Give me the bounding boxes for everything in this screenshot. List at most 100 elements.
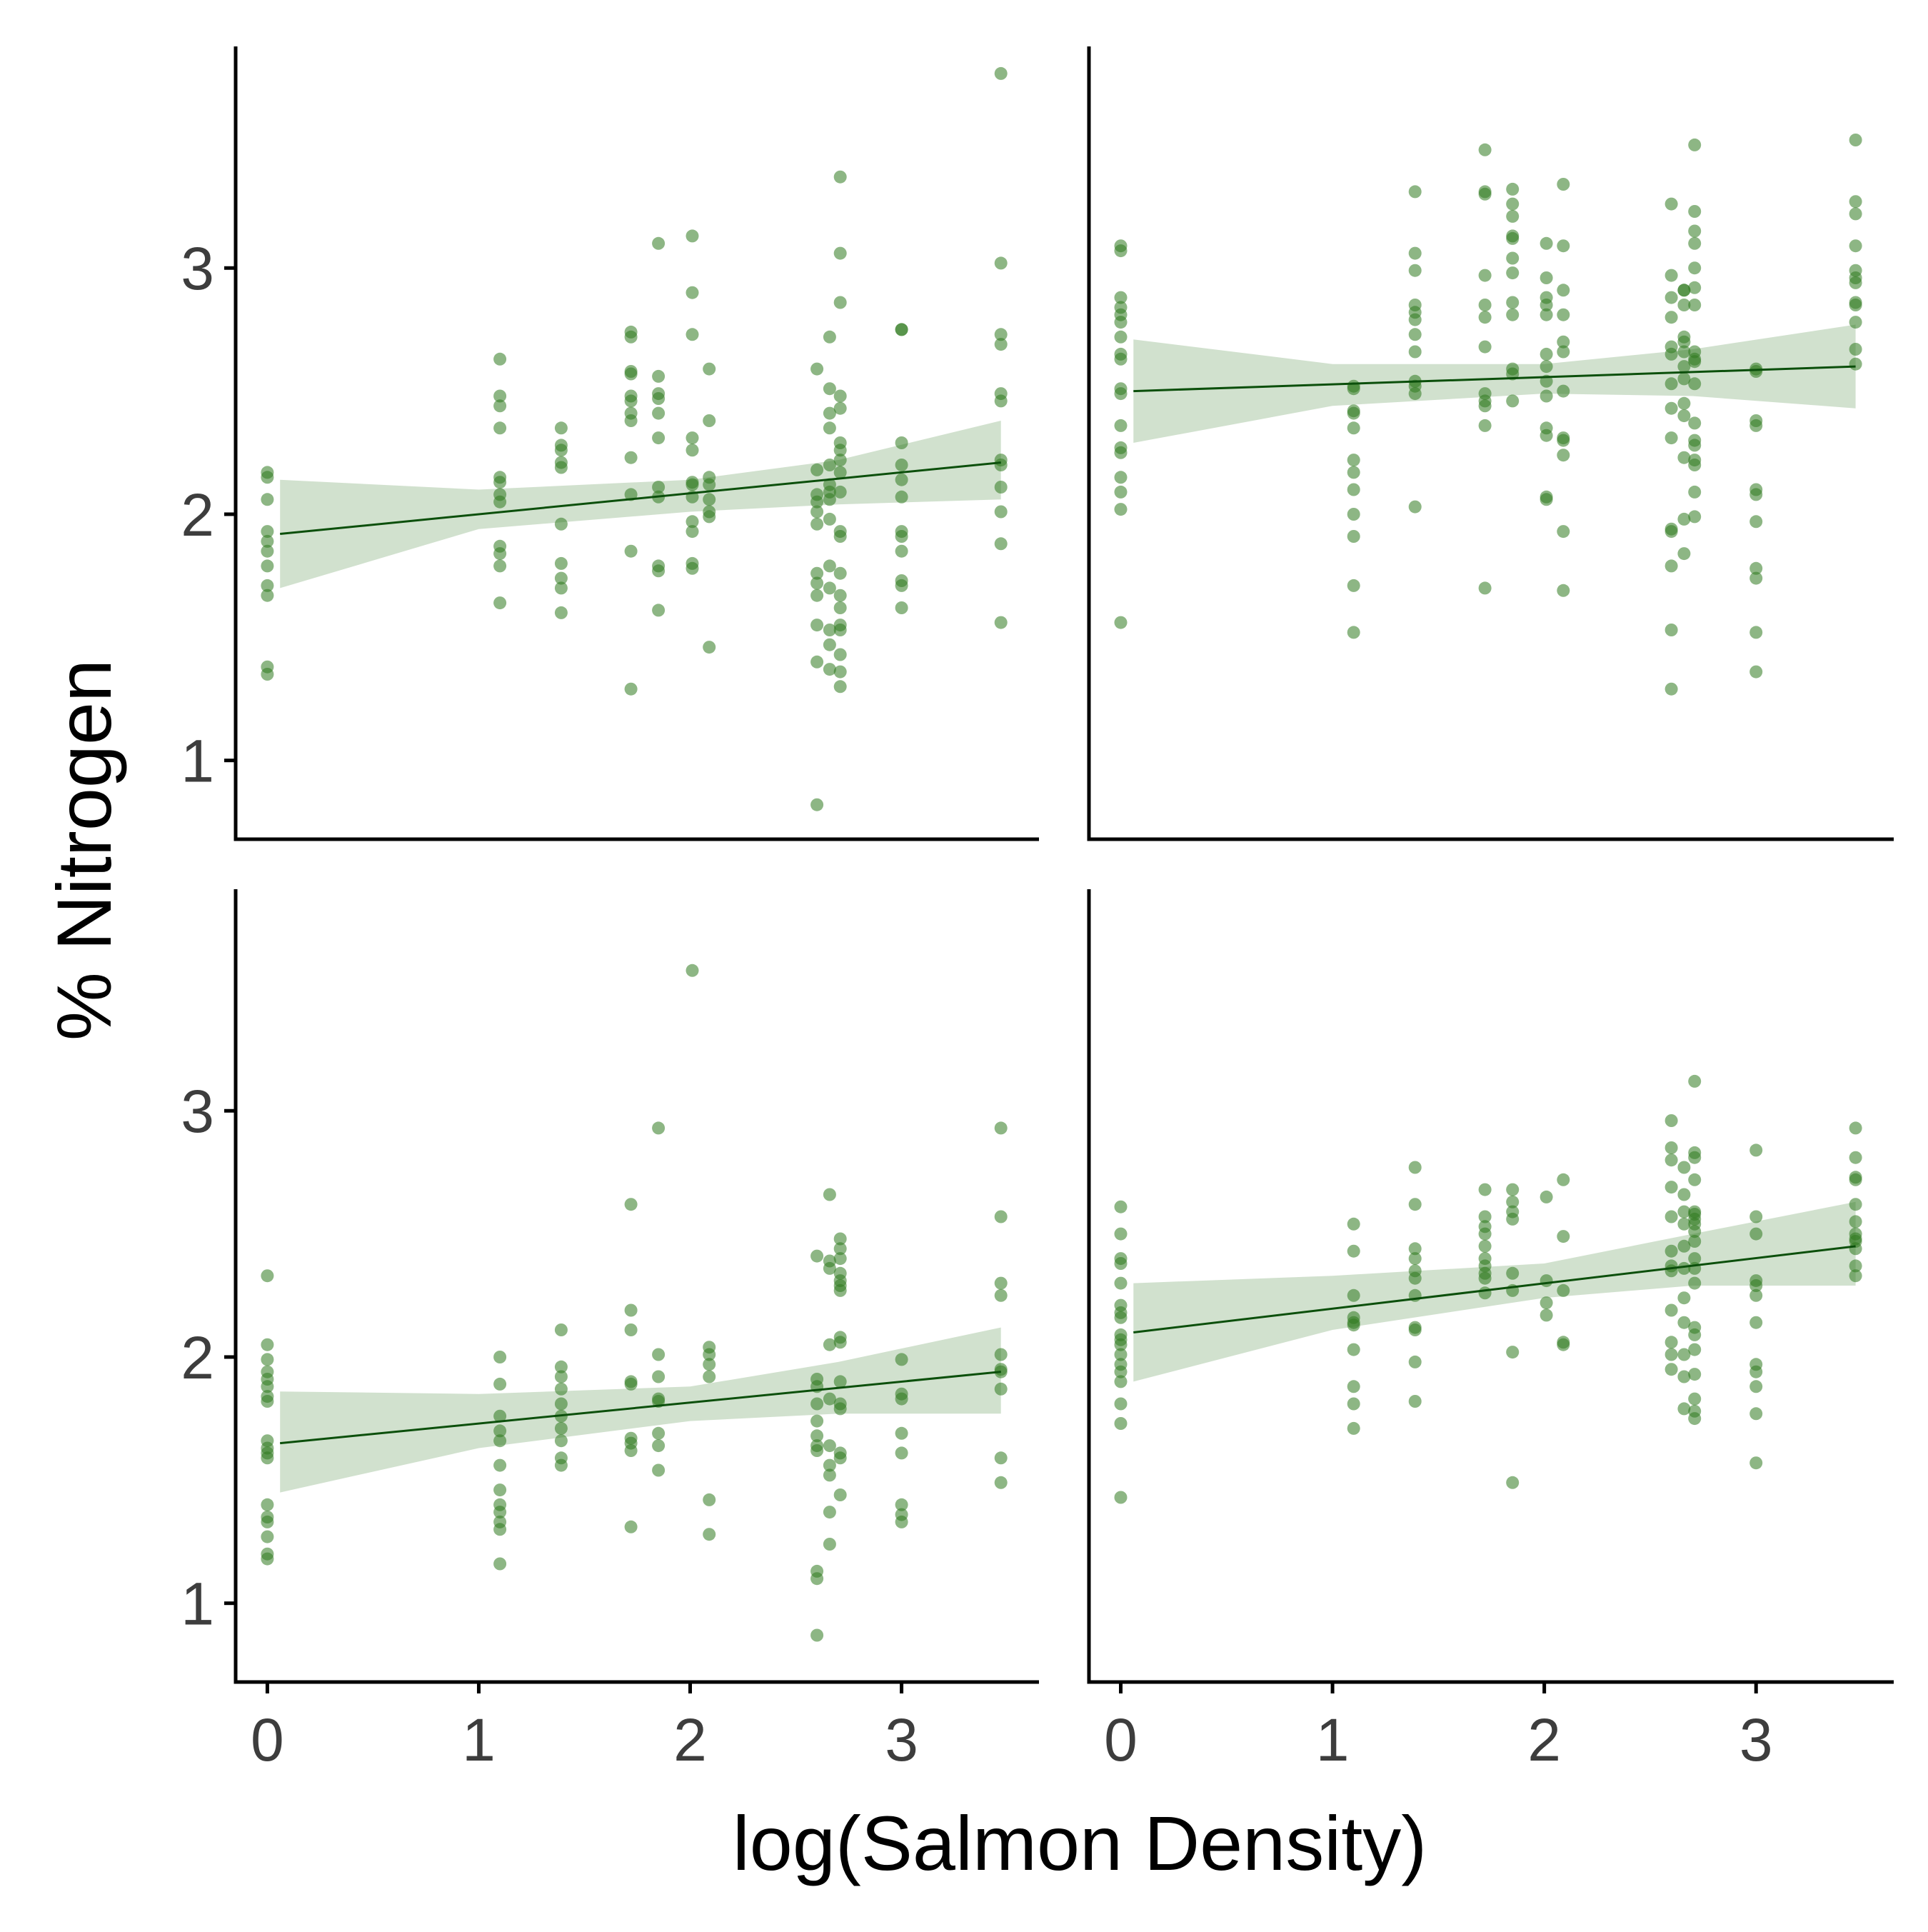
- data-point: [1557, 308, 1570, 321]
- data-point: [261, 1515, 274, 1528]
- data-point: [1540, 236, 1553, 250]
- data-point: [1849, 1151, 1862, 1164]
- data-point: [823, 421, 836, 435]
- data-point: [1506, 182, 1520, 196]
- data-point: [493, 352, 507, 366]
- data-point: [1749, 1227, 1763, 1241]
- data-point: [652, 604, 666, 617]
- data-point: [261, 525, 274, 539]
- data-point: [652, 1370, 666, 1383]
- data-point: [1506, 394, 1520, 408]
- data-point: [1849, 1259, 1862, 1273]
- data-point: [1347, 1397, 1360, 1411]
- data-point: [1749, 365, 1763, 378]
- data-point: [1114, 616, 1128, 629]
- data-point: [1665, 1244, 1678, 1258]
- data-point: [1114, 1417, 1128, 1430]
- data-point: [1540, 1190, 1553, 1203]
- data-point: [261, 1451, 274, 1465]
- data-point: [810, 1572, 824, 1586]
- data-point: [1688, 236, 1702, 250]
- data-point: [823, 459, 836, 471]
- data-point: [1665, 525, 1678, 539]
- data-point: [1688, 355, 1702, 369]
- data-point: [895, 490, 908, 504]
- data-point: [810, 619, 824, 632]
- data-point: [1688, 1392, 1702, 1406]
- data-point: [1347, 1244, 1360, 1258]
- facet-panel-4: 0 1 2 3: [1087, 889, 1894, 1773]
- data-point: [1665, 1153, 1678, 1167]
- data-point: [810, 576, 824, 590]
- data-point: [1749, 1279, 1763, 1292]
- data-point: [1114, 330, 1128, 344]
- data-point: [810, 1628, 824, 1642]
- data-point: [1849, 1198, 1862, 1211]
- data-point: [1677, 1205, 1691, 1218]
- data-point: [1849, 299, 1862, 311]
- data-point: [1347, 530, 1360, 543]
- facet-panel-1: 1 2 3: [181, 46, 1039, 841]
- data-point: [261, 1552, 274, 1566]
- data-point: [703, 1493, 716, 1506]
- data-point: [833, 1252, 847, 1266]
- data-point: [1688, 1235, 1702, 1248]
- data-point: [261, 1338, 274, 1351]
- data-point: [833, 170, 847, 184]
- data-point: [895, 1426, 908, 1440]
- data-point: [1557, 335, 1570, 349]
- data-point: [686, 444, 699, 457]
- data-point: [1478, 399, 1492, 413]
- data-point: [1677, 1402, 1691, 1416]
- data-point: [833, 1451, 847, 1465]
- data-point: [554, 517, 568, 531]
- data-point: [1506, 266, 1520, 280]
- data-point: [994, 1348, 1008, 1361]
- data-point: [1665, 1303, 1678, 1317]
- data-point: [261, 589, 274, 602]
- data-point: [1114, 1365, 1128, 1378]
- data-point: [1677, 1217, 1691, 1231]
- data-point: [823, 1538, 836, 1551]
- data-point: [1688, 1173, 1702, 1186]
- data-point: [1114, 446, 1128, 459]
- data-point: [833, 401, 847, 415]
- data-point: [261, 544, 274, 558]
- y-tick-label: 3: [181, 1078, 214, 1145]
- data-point: [1478, 1286, 1492, 1300]
- data-point: [554, 556, 568, 570]
- data-point: [1665, 559, 1678, 573]
- data-point: [1540, 389, 1553, 403]
- data-point: [652, 1348, 666, 1361]
- data-point: [895, 473, 908, 486]
- data-point: [1478, 299, 1492, 311]
- data-point: [686, 515, 699, 529]
- data-point: [1688, 1368, 1702, 1381]
- data-point: [1688, 138, 1702, 151]
- data-point: [1677, 1316, 1691, 1329]
- data-point: [703, 478, 716, 491]
- data-point: [1665, 311, 1678, 324]
- data-point: [261, 1269, 274, 1283]
- data-point: [652, 1439, 666, 1453]
- data-point: [895, 579, 908, 592]
- data-point: [493, 596, 507, 610]
- data-point: [652, 431, 666, 445]
- y-axis-title: % Nitrogen: [41, 659, 127, 1041]
- data-point: [833, 389, 847, 403]
- data-point: [810, 566, 824, 580]
- data-point: [624, 1377, 638, 1391]
- data-point: [1688, 1225, 1702, 1238]
- data-point: [1114, 1491, 1128, 1504]
- data-point: [1677, 284, 1691, 297]
- data-point: [686, 478, 699, 491]
- data-point: [823, 330, 836, 344]
- data-point: [1688, 416, 1702, 430]
- confidence-band: [1133, 324, 1856, 443]
- data-point: [1665, 1348, 1678, 1361]
- data-point: [554, 1382, 568, 1396]
- data-point: [493, 1424, 507, 1438]
- data-point: [1114, 471, 1128, 484]
- data-point: [1688, 1412, 1702, 1426]
- data-point: [1540, 360, 1553, 374]
